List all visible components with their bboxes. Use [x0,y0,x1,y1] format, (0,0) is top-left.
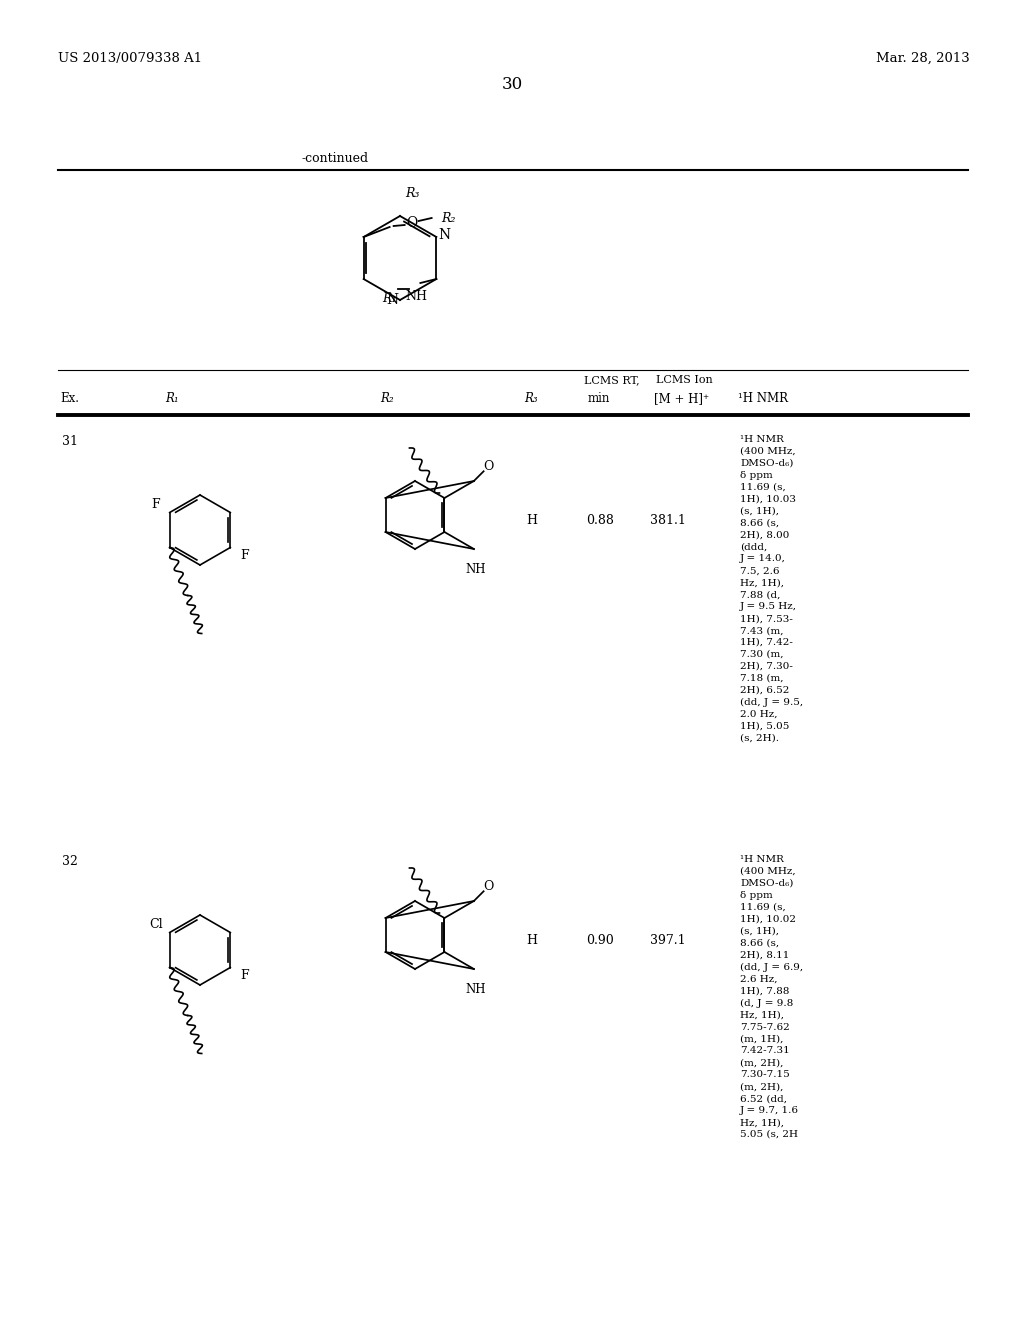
Text: NH: NH [406,290,427,304]
Text: Ex.: Ex. [60,392,79,405]
Text: Cl: Cl [150,917,163,931]
Text: 31: 31 [62,436,78,447]
Text: R₂: R₂ [380,392,393,405]
Text: NH: NH [466,564,486,576]
Text: [M + H]⁺: [M + H]⁺ [654,392,710,405]
Text: R₃: R₃ [524,392,538,405]
Text: F: F [152,498,160,511]
Text: H: H [526,933,538,946]
Text: US 2013/0079338 A1: US 2013/0079338 A1 [58,51,202,65]
Text: R₂: R₂ [441,211,456,224]
Text: N: N [438,228,451,242]
Text: R₁: R₁ [165,392,178,405]
Text: 30: 30 [502,77,522,92]
Text: F: F [240,549,249,562]
Text: min: min [588,392,610,405]
Text: H: H [526,513,538,527]
Text: O: O [483,879,494,892]
Text: N: N [386,293,398,308]
Text: LCMS Ion: LCMS Ion [656,375,713,385]
Text: R₃: R₃ [406,187,420,201]
Text: O: O [406,216,417,230]
Text: LCMS RT,: LCMS RT, [584,375,640,385]
Text: F: F [240,969,249,982]
Text: 0.90: 0.90 [586,933,613,946]
Text: 381.1: 381.1 [650,513,686,527]
Text: ¹H NMR
(400 MHz,
DMSO-d₆)
δ ppm
11.69 (s,
1H), 10.03
(s, 1H),
8.66 (s,
2H), 8.00: ¹H NMR (400 MHz, DMSO-d₆) δ ppm 11.69 (s… [740,436,803,743]
Text: 397.1: 397.1 [650,933,686,946]
Text: NH: NH [466,983,486,997]
Text: 0.88: 0.88 [586,513,614,527]
Text: ¹H NMR
(400 MHz,
DMSO-d₆)
δ ppm
11.69 (s,
1H), 10.02
(s, 1H),
8.66 (s,
2H), 8.11: ¹H NMR (400 MHz, DMSO-d₆) δ ppm 11.69 (s… [740,855,803,1139]
Text: R₁: R₁ [382,292,396,305]
Text: O: O [483,459,494,473]
Text: ¹H NMR: ¹H NMR [738,392,788,405]
Text: 32: 32 [62,855,78,869]
Text: Mar. 28, 2013: Mar. 28, 2013 [877,51,970,65]
Text: -continued: -continued [301,152,369,165]
